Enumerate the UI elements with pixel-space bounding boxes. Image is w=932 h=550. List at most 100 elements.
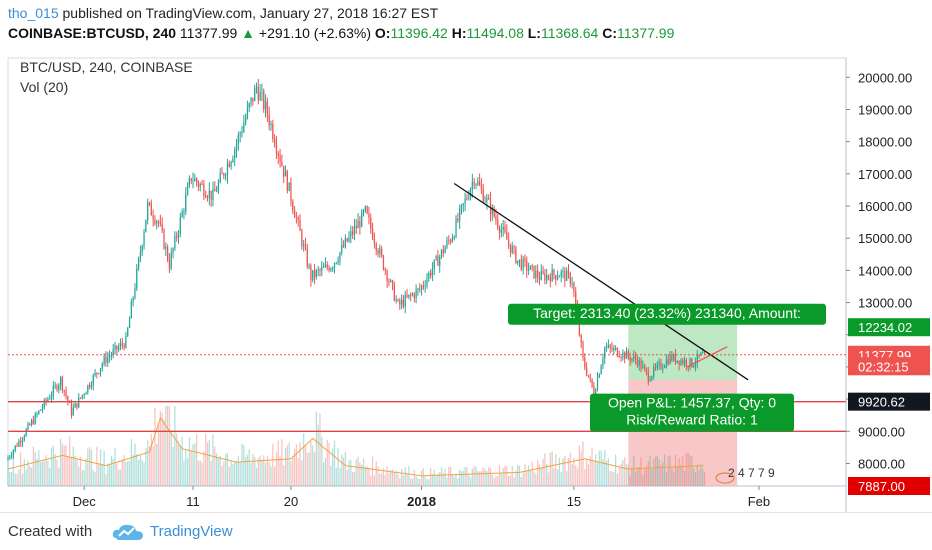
volume-bar	[308, 452, 310, 486]
candle-body	[393, 284, 395, 301]
candle-body	[335, 262, 337, 264]
volume-bar	[18, 469, 20, 486]
trendline	[453, 182, 749, 381]
volume-bar	[468, 473, 470, 486]
candle-body	[92, 375, 94, 386]
candle-body	[609, 345, 611, 348]
candle-body	[442, 249, 444, 254]
candle-body	[228, 163, 230, 167]
volume-bar	[698, 470, 700, 486]
volume-bar	[527, 465, 530, 486]
candle-body	[364, 206, 366, 212]
volume-bar	[255, 467, 258, 486]
volume-bar	[87, 448, 89, 486]
volume-bar	[359, 462, 361, 486]
volume-bar	[190, 450, 192, 486]
volume-bar	[304, 445, 307, 486]
volume-bar	[328, 442, 330, 486]
candle-body	[281, 161, 283, 166]
candle-body	[306, 248, 308, 267]
tradingview-brand[interactable]: TradingView	[150, 523, 233, 540]
volume-bar	[478, 471, 481, 486]
candle-body	[333, 263, 336, 269]
candle-body	[156, 221, 158, 224]
volume-bar	[92, 469, 94, 486]
volume-bar	[649, 455, 651, 486]
candle-body	[640, 360, 642, 369]
volume-bar	[292, 456, 294, 486]
candle-body	[208, 190, 210, 198]
volume-bar	[413, 469, 415, 486]
symbol-name: COINBASE:BTCUSD, 240	[8, 25, 177, 41]
volume-bar	[555, 453, 557, 486]
volume-bar	[417, 478, 419, 486]
chart-area[interactable]: 8000.00 9000.00 13000.00 14000.00 15000.00 16…	[0, 50, 932, 512]
candle-body	[468, 197, 470, 199]
volume-bar	[653, 458, 655, 486]
candle-body	[457, 218, 459, 221]
volume-bar	[566, 470, 568, 486]
volume-bar	[157, 423, 160, 486]
candle-body	[357, 220, 359, 229]
volume-bar	[518, 465, 521, 486]
volume-bar	[59, 438, 62, 486]
candle-body	[150, 202, 152, 216]
volume-bar	[480, 471, 483, 486]
volume-bar	[540, 468, 542, 486]
candle-body	[87, 385, 89, 393]
candle-body	[518, 259, 521, 261]
candle-body	[348, 236, 350, 242]
candle-body	[511, 246, 513, 253]
candle-body	[600, 365, 602, 375]
volume-bar	[29, 465, 31, 486]
candle-body	[502, 226, 504, 230]
volume-bar	[252, 453, 254, 486]
volume-bar	[402, 475, 405, 486]
volume-bar	[112, 459, 114, 486]
volume-bar	[61, 443, 64, 486]
volume-bar	[366, 466, 368, 486]
high-value: 11494.08	[466, 25, 524, 41]
candle-body	[399, 300, 401, 305]
volume-bar	[70, 456, 73, 486]
candle-body	[288, 182, 290, 191]
candle-body	[196, 178, 198, 183]
candle-body	[332, 268, 334, 270]
price-chart[interactable]: 8000.00 9000.00 13000.00 14000.00 15000.00 16…	[0, 50, 932, 512]
volume-bar	[546, 463, 548, 486]
volume-bar	[185, 449, 187, 486]
volume-bar	[34, 452, 36, 486]
candle-body	[404, 295, 406, 307]
volume-bar	[558, 457, 561, 486]
volume-bar	[246, 454, 249, 486]
volume-bar	[281, 439, 283, 486]
candle-body	[286, 171, 288, 191]
volume-bar	[139, 455, 142, 486]
volume-bar	[101, 463, 103, 486]
candle-body	[451, 238, 454, 242]
volume-bar	[477, 471, 479, 486]
candle-body	[103, 356, 105, 364]
volume-bar	[694, 471, 697, 486]
volume-bar	[368, 468, 370, 486]
volume-bar	[321, 436, 323, 486]
candle-body	[524, 258, 526, 261]
candle-body	[388, 281, 390, 283]
volume-bar	[50, 447, 53, 486]
candle-body	[10, 455, 13, 457]
volume-bar	[696, 464, 698, 486]
volume-bar	[591, 447, 593, 486]
candle-body	[504, 226, 506, 233]
candle-body	[633, 356, 635, 359]
candle-body	[52, 386, 54, 396]
volume-bar	[393, 472, 395, 486]
volume-bar	[165, 406, 167, 486]
candle-body	[411, 294, 414, 296]
candle-body	[500, 229, 503, 233]
volume-bar	[665, 472, 668, 486]
volume-bar	[420, 470, 423, 486]
author-link[interactable]: tho_015	[8, 5, 59, 21]
volume-bar	[107, 463, 109, 486]
candle-body	[651, 376, 653, 380]
candle-body	[616, 348, 619, 357]
